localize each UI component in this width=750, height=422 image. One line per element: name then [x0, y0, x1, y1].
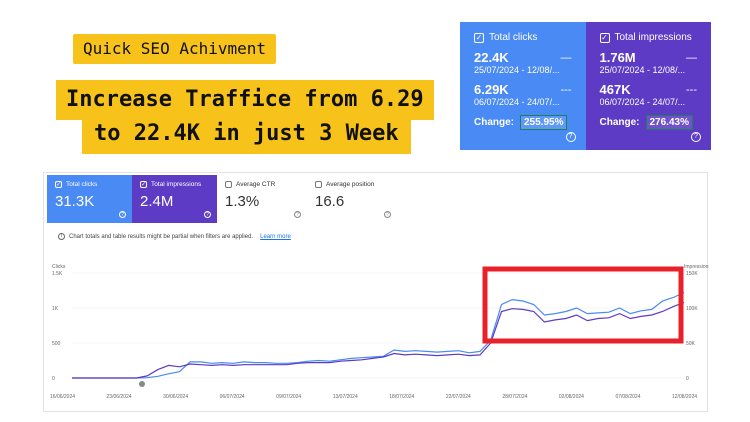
checkbox-unchecked-icon[interactable]: [315, 181, 322, 188]
change-label: Change:: [474, 117, 514, 128]
x-tick-label: 22/07/2024: [446, 394, 471, 400]
highlight-box: [482, 266, 684, 344]
previous-value: 6.29K: [474, 82, 509, 97]
checkbox-unchecked-icon[interactable]: [225, 181, 232, 188]
dashed-line-icon: ---: [686, 84, 697, 96]
help-icon[interactable]: ?: [294, 211, 301, 218]
solid-line-icon: —: [686, 52, 697, 64]
tile-label: Total impressions: [151, 181, 202, 188]
x-tick-label: 12/08/2024: [672, 394, 697, 400]
impressions-comparison-card[interactable]: ✓ Total impressions 1.76M — 25/07/2024 - …: [585, 22, 711, 150]
checkbox-checked-icon[interactable]: ✓: [140, 181, 147, 188]
checkbox-checked-icon[interactable]: ✓: [599, 32, 610, 43]
notice-text: Chart totals and table results might be …: [69, 233, 254, 240]
x-tick-label: 28/07/2024: [502, 394, 527, 400]
tile-value: 16.6: [315, 193, 345, 210]
x-tick-label: 23/06/2024: [107, 394, 132, 400]
checkbox-checked-icon[interactable]: ✓: [55, 181, 62, 188]
y-axis-left-title: Clicks: [52, 264, 66, 270]
card-label: Total impressions: [614, 32, 692, 43]
help-icon[interactable]: ?: [565, 132, 576, 142]
comparison-cards: ✓ Total clicks 22.4K — 25/07/2024 - 12/08…: [460, 22, 711, 150]
change-value: 255.95%: [520, 115, 568, 130]
tile-label: Total clicks: [66, 181, 98, 188]
x-tick-label: 18/07/2024: [389, 394, 414, 400]
x-tick-label: 09/07/2024: [276, 394, 301, 400]
solid-line-icon: —: [560, 52, 572, 64]
help-icon[interactable]: ?: [119, 211, 126, 218]
tile-label: Average CTR: [236, 181, 276, 188]
y-tick-left: 1.5K: [52, 271, 63, 277]
info-icon: i: [58, 233, 65, 240]
filter-notice: i Chart totals and table results might b…: [58, 233, 291, 240]
x-tick-label: 16/06/2024: [50, 394, 75, 400]
y-tick-left: 1K: [52, 306, 59, 312]
y-axis-right-title: Impressions: [684, 264, 709, 270]
series-line-total-impressions: [72, 301, 685, 379]
series-line-total-clicks: [72, 292, 685, 379]
tile-value: 31.3K: [55, 193, 95, 210]
previous-value: 467K: [599, 82, 631, 97]
y-tick-right: 100K: [686, 306, 698, 312]
x-tick-label: 13/07/2024: [333, 394, 358, 400]
learn-more-link[interactable]: Learn more: [260, 233, 291, 240]
metric-tiles: ✓ Total clicks 31.3K ? ✓ Total impressions…: [47, 175, 397, 223]
dashed-line-icon: ---: [560, 84, 572, 96]
tile-average-position[interactable]: Average position 16.6 ?: [307, 175, 397, 223]
performance-chart[interactable]: Clicks Impressions 1.5K 150K 1K 100K 500 50K 0 0 1…: [44, 173, 709, 413]
tile-label: Average position: [326, 181, 375, 188]
tile-total-clicks[interactable]: ✓ Total clicks 31.3K ?: [47, 175, 132, 223]
change-value: 276.43%: [645, 115, 693, 130]
current-value: 22.4K: [474, 50, 509, 65]
tile-total-impressions[interactable]: ✓ Total impressions 2.4M ?: [132, 175, 217, 223]
x-tick-label: 02/08/2024: [559, 394, 584, 400]
tile-value: 2.4M: [140, 193, 174, 210]
y-tick-right: 150K: [686, 271, 698, 277]
y-tick-left: 500: [52, 341, 61, 347]
current-range: 25/07/2024 - 12/08/...: [599, 65, 686, 75]
help-icon[interactable]: ?: [384, 211, 391, 218]
current-value: 1.76M: [599, 50, 636, 65]
x-tick-label: 30/06/2024: [163, 394, 188, 400]
clicks-comparison-card[interactable]: ✓ Total clicks 22.4K — 25/07/2024 - 12/08…: [460, 22, 586, 150]
headline-tag: Quick SEO Achivment: [73, 34, 277, 64]
x-tick-label: 07/08/2024: [615, 394, 640, 400]
previous-range: 06/07/2024 - 24/07/...: [474, 97, 560, 107]
previous-range: 06/07/2024 - 24/07/...: [599, 97, 686, 107]
y-tick-left: 0: [52, 376, 55, 382]
checkbox-checked-icon[interactable]: ✓: [474, 32, 484, 43]
current-range: 25/07/2024 - 12/08/...: [474, 65, 560, 75]
help-icon[interactable]: ?: [691, 132, 701, 142]
y-tick-right: 0: [686, 376, 689, 382]
performance-panel: ✓ Total clicks 31.3K ? ✓ Total impressions…: [43, 172, 709, 413]
annotation-marker-icon: [139, 381, 145, 387]
x-tick-label: 06/07/2024: [220, 394, 245, 400]
y-tick-right: 50K: [686, 341, 696, 347]
help-icon[interactable]: ?: [204, 211, 211, 218]
headline-line-2: to 22.4K in just 3 Week: [82, 114, 411, 154]
change-label: Change:: [599, 117, 640, 128]
card-label: Total clicks: [489, 32, 538, 43]
tile-average-ctr[interactable]: Average CTR 1.3% ?: [217, 175, 307, 223]
headline-line-1: Increase Traffice from 6.29: [56, 80, 434, 120]
tile-value: 1.3%: [225, 193, 260, 210]
